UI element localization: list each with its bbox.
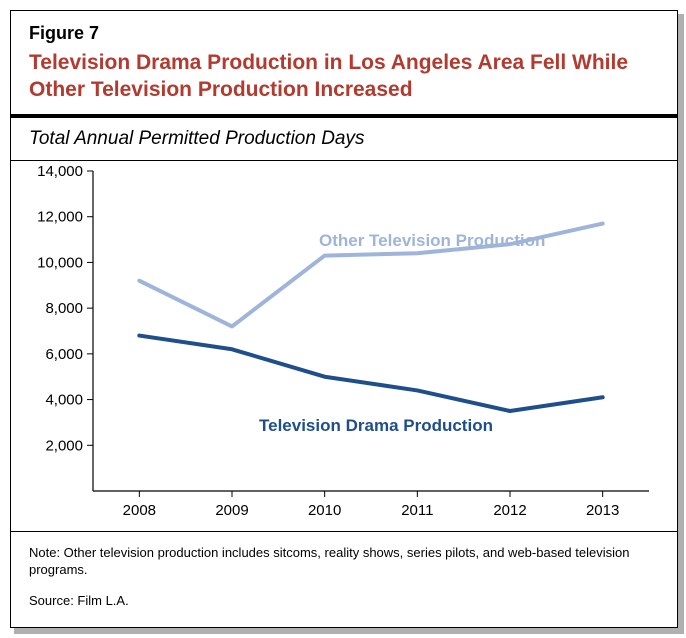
svg-text:14,000: 14,000 bbox=[37, 163, 83, 180]
svg-text:12,000: 12,000 bbox=[37, 208, 83, 225]
chart-svg: 2,000 4,000 6,000 8,000 10,000 12,000 14,000 20… bbox=[29, 161, 661, 531]
line-chart: 2,000 4,000 6,000 8,000 10,000 12,000 14,000 20… bbox=[29, 161, 661, 531]
svg-text:2011: 2011 bbox=[401, 502, 433, 519]
figure-container: Figure 7 Television Drama Production in … bbox=[10, 10, 680, 628]
figure-note: Note: Other television production includ… bbox=[11, 532, 677, 579]
svg-text:2009: 2009 bbox=[215, 502, 248, 519]
svg-text:6,000: 6,000 bbox=[45, 346, 83, 363]
svg-text:2012: 2012 bbox=[493, 502, 526, 519]
svg-text:4,000: 4,000 bbox=[45, 391, 83, 408]
figure-source: Source: Film L.A. bbox=[11, 579, 677, 608]
svg-text:Other Television Production: Other Television Production bbox=[319, 231, 545, 250]
svg-text:2,000: 2,000 bbox=[45, 437, 83, 454]
svg-text:8,000: 8,000 bbox=[45, 300, 83, 317]
figure-box: Figure 7 Television Drama Production in … bbox=[10, 10, 678, 628]
svg-text:2013: 2013 bbox=[586, 502, 619, 519]
svg-text:10,000: 10,000 bbox=[37, 254, 83, 271]
svg-text:2010: 2010 bbox=[308, 502, 341, 519]
figure-subtitle: Total Annual Permitted Production Days bbox=[11, 118, 677, 160]
figure-title: Television Drama Production in Los Angel… bbox=[11, 46, 677, 114]
figure-label: Figure 7 bbox=[11, 11, 677, 46]
svg-text:Television Drama Production: Television Drama Production bbox=[259, 416, 493, 435]
svg-text:2008: 2008 bbox=[123, 502, 156, 519]
